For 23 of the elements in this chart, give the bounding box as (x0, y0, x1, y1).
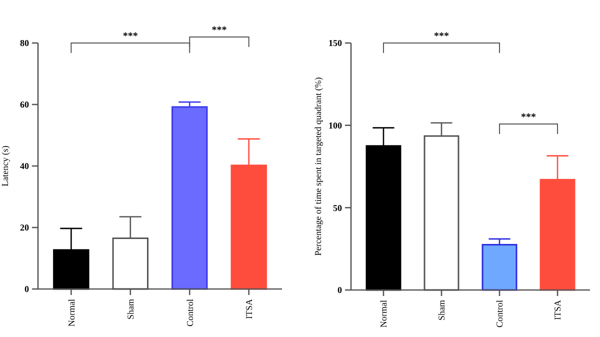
text: *** (434, 31, 449, 42)
y-tick-label: 150 (328, 38, 342, 48)
annotation: *** (521, 112, 536, 123)
x-tick-label: Normal (378, 300, 389, 328)
x-tick-label: Normal (66, 298, 76, 326)
y-tick-label: 60 (20, 100, 30, 110)
y-axis-title: Latency (s) (0, 146, 10, 186)
x-tick-label: Sham (126, 299, 136, 320)
x-tick-label: ITSA (552, 300, 563, 320)
y-tick-label: 80 (20, 38, 30, 48)
x-tick-label: ITSA (244, 298, 254, 319)
y-tick-label: 100 (328, 120, 342, 130)
x-tick-label: Sham (436, 300, 447, 321)
y-axis-title: Percentage of time spent in targeted quadrant (%) (313, 77, 323, 256)
y-tick-label: 0 (338, 285, 342, 296)
x-tick-label: Control (184, 298, 195, 327)
y-tick-label: 40 (20, 161, 30, 172)
text: *** (212, 25, 227, 36)
y-tick-label: 50 (333, 202, 342, 213)
text: *** (122, 31, 138, 42)
y-tick-label: 20 (20, 222, 30, 233)
y-tick-label: 0 (24, 284, 30, 294)
x-tick-label: Control (494, 300, 505, 328)
